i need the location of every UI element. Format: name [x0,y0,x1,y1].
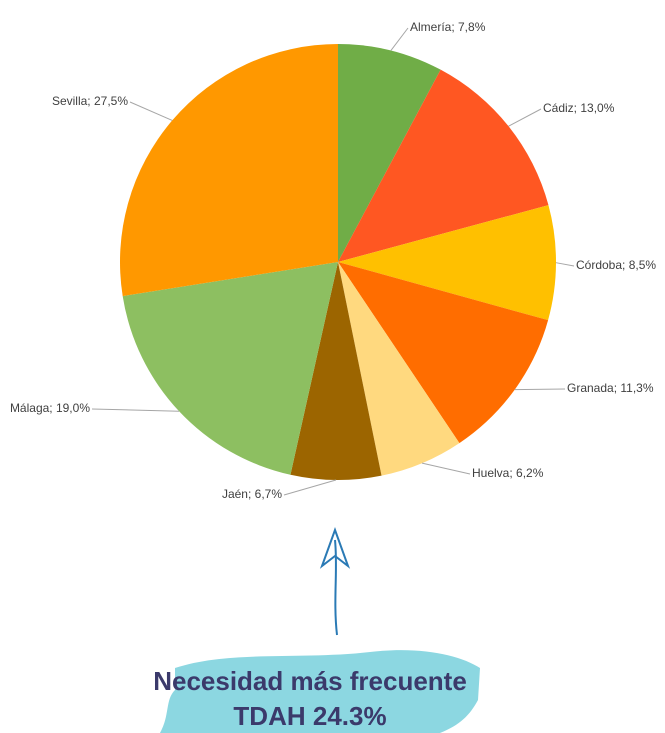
leader-line [391,28,408,51]
chart: Almería; 7,8% Cádiz; 13,0% Córdoba; 8,5% Gr… [0,0,665,733]
data-label: Cádiz; 13,0% [543,101,615,115]
arrow-shaft [335,540,337,635]
data-label: Jaén; 6,7% [222,487,282,501]
leader-line [515,389,565,390]
leader-line [509,109,541,126]
pie-slice [120,44,338,296]
data-label: Málaga; 19,0% [10,401,90,415]
leader-line [556,263,574,266]
data-label: Granada; 11,3% [567,381,654,395]
data-label: Sevilla; 27,5% [52,94,128,108]
leader-line [422,463,470,474]
annotation: Necesidad más frecuente [153,666,467,696]
annotation: TDAH 24.3% [233,701,386,731]
data-label: Huelva; 6,2% [472,466,544,480]
leader-line [92,409,179,411]
pie: Almería; 7,8% Cádiz; 13,0% Córdoba; 8,5% Gr… [10,20,656,501]
data-label: Almería; 7,8% [410,20,486,34]
data-label: Córdoba; 8,5% [576,258,656,272]
leader-line [130,102,172,120]
leader-line [284,480,336,495]
